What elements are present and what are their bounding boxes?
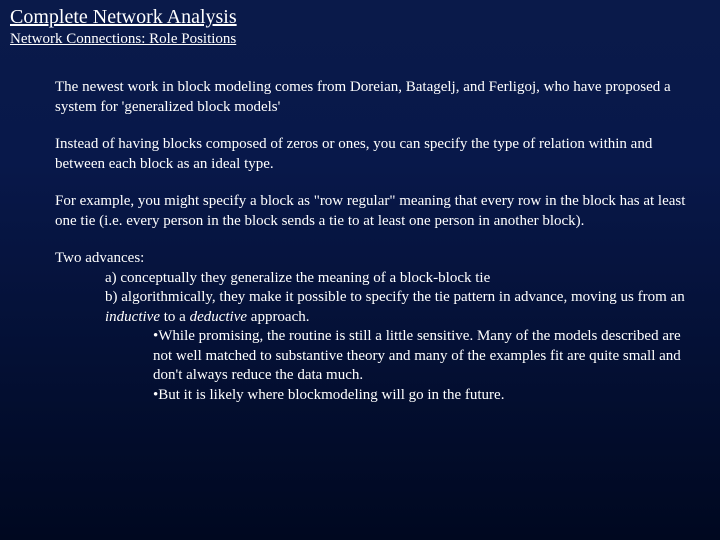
bullet-2: •But it is likely where blockmodeling wi… bbox=[153, 386, 690, 406]
slide-subtitle: Network Connections: Role Positions bbox=[10, 31, 710, 48]
paragraph-2: Instead of having blocks composed of zer… bbox=[55, 135, 690, 174]
advances-list: a) conceptually they generalize the mean… bbox=[55, 269, 690, 406]
advances-intro: Two advances: bbox=[55, 249, 690, 269]
advance-b-post: approach. bbox=[247, 309, 309, 325]
bullet-1: •While promising, the routine is still a… bbox=[153, 327, 690, 386]
bullet-list: •While promising, the routine is still a… bbox=[105, 327, 690, 405]
slide-title: Complete Network Analysis bbox=[10, 6, 710, 29]
advance-item-b: b) algorithmically, they make it possibl… bbox=[105, 288, 690, 327]
advances-block: Two advances: a) conceptually they gener… bbox=[55, 249, 690, 405]
advance-item-a: a) conceptually they generalize the mean… bbox=[105, 269, 690, 289]
advance-b-mid: to a bbox=[160, 309, 190, 325]
paragraph-1: The newest work in block modeling comes … bbox=[55, 78, 690, 117]
advance-b-deductive: deductive bbox=[190, 309, 247, 325]
advance-b-pre: b) algorithmically, they make it possibl… bbox=[105, 289, 685, 305]
slide-content: The newest work in block modeling comes … bbox=[10, 78, 710, 405]
paragraph-3: For example, you might specify a block a… bbox=[55, 192, 690, 231]
advance-b-inductive: inductive bbox=[105, 309, 160, 325]
